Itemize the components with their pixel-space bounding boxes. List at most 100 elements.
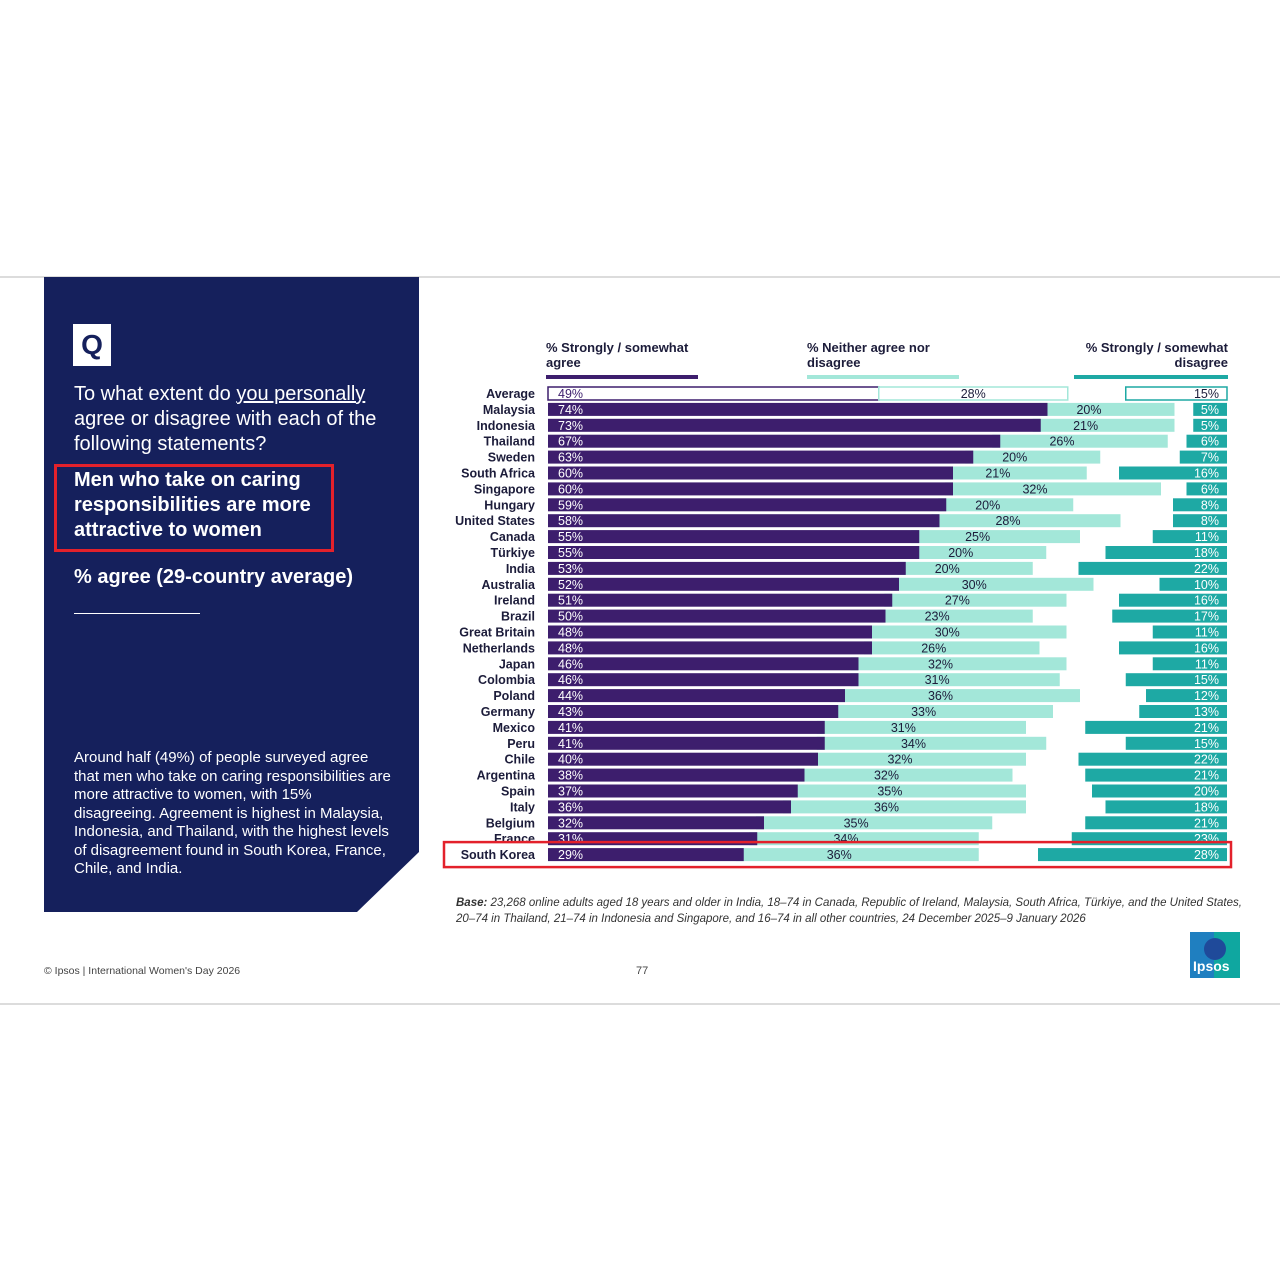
- bar-neither-mexico: [816, 720, 1026, 734]
- value-agree-spain: 37%: [558, 785, 583, 799]
- value-agree-south-korea: 29%: [558, 848, 583, 862]
- value-neither-south-africa: 21%: [985, 467, 1010, 481]
- country-label-hungary: Hungary: [484, 498, 535, 512]
- bottom-rule: [0, 1003, 1280, 1005]
- value-agree-t-rkiye: 55%: [558, 546, 583, 560]
- bar-agree-colombia: [548, 673, 859, 687]
- bar-agree-mexico: [548, 720, 825, 734]
- statement-text: Men who take on caring responsibilities …: [74, 469, 311, 541]
- bar-disagree-average: [1125, 386, 1228, 401]
- value-disagree-hungary: 8%: [1201, 498, 1219, 512]
- bar-agree-peru: [548, 736, 825, 750]
- bar-agree-netherlands: [548, 641, 872, 655]
- value-agree-mexico: 41%: [558, 721, 583, 735]
- value-disagree-brazil: 17%: [1194, 610, 1219, 624]
- value-agree-singapore: 60%: [558, 482, 583, 496]
- bar-neither-south-korea: [735, 848, 979, 862]
- value-agree-italy: 36%: [558, 800, 583, 814]
- bar-agree-united-states: [548, 514, 940, 528]
- country-label-south-korea: South Korea: [461, 848, 536, 862]
- country-label-brazil: Brazil: [501, 610, 535, 624]
- value-disagree-spain: 20%: [1194, 785, 1219, 799]
- bar-neither-thailand: [992, 434, 1168, 448]
- header-agree-label: % Strongly / somewhat agree: [546, 340, 689, 370]
- value-disagree-belgium: 21%: [1194, 816, 1219, 830]
- value-disagree-italy: 18%: [1194, 800, 1219, 814]
- value-agree-united-states: 58%: [558, 514, 583, 528]
- value-disagree-colombia: 15%: [1194, 673, 1219, 687]
- value-neither-germany: 33%: [911, 705, 936, 719]
- bar-neither-united-states: [931, 514, 1121, 528]
- value-neither-singapore: 32%: [1022, 482, 1047, 496]
- value-disagree-japan: 11%: [1195, 657, 1219, 671]
- header-agree-bar: [546, 375, 698, 379]
- base-text: 23,268 online adults aged 18 years and o…: [456, 897, 1242, 925]
- country-label-sweden: Sweden: [488, 451, 535, 465]
- bar-agree-spain: [548, 784, 798, 798]
- value-disagree-india: 22%: [1194, 562, 1219, 576]
- value-disagree-chile: 22%: [1194, 753, 1219, 767]
- bar-neither-australia: [891, 577, 1094, 591]
- bar-neither-sweden: [965, 450, 1101, 464]
- country-label-argentina: Argentina: [477, 769, 536, 783]
- value-agree-australia: 52%: [558, 578, 583, 592]
- country-label-india: India: [506, 562, 536, 576]
- bar-disagree-spain: [1092, 784, 1227, 798]
- value-neither-ireland: 27%: [945, 594, 970, 608]
- bar-agree-indonesia: [548, 418, 1041, 432]
- value-agree-peru: 41%: [558, 737, 583, 751]
- bar-disagree-united-states: [1173, 514, 1227, 528]
- header-disagree: % Strongly / somewhat disagree: [1060, 340, 1228, 370]
- value-neither-italy: 36%: [874, 800, 899, 814]
- value-disagree-argentina: 21%: [1194, 769, 1219, 783]
- bar-agree-average: [547, 386, 880, 401]
- value-neither-netherlands: 26%: [921, 641, 946, 655]
- bar-disagree-south-africa: [1119, 466, 1227, 480]
- header-disagree-label: % Strongly / somewhat disagree: [1085, 340, 1228, 370]
- value-agree-poland: 44%: [558, 689, 583, 703]
- value-agree-malaysia: 74%: [558, 403, 583, 417]
- q-badge-icon: Q: [73, 324, 111, 366]
- value-agree-indonesia: 73%: [558, 419, 583, 433]
- value-neither-australia: 30%: [962, 578, 987, 592]
- value-disagree-singapore: 6%: [1201, 482, 1219, 496]
- value-agree-thailand: 67%: [558, 435, 583, 449]
- panel-background: [44, 277, 419, 912]
- bar-disagree-mexico: [1085, 720, 1227, 734]
- bar-agree-brazil: [548, 609, 886, 623]
- value-neither-south-korea: 36%: [827, 848, 852, 862]
- value-neither-sweden: 20%: [1002, 451, 1027, 465]
- bar-agree-italy: [548, 800, 791, 814]
- bar-disagree-great-britain: [1152, 625, 1227, 639]
- bar-neither-great-britain: [864, 625, 1067, 639]
- header-neither-bar: [807, 375, 959, 379]
- question-suffix: agree or disagree with each of the follo…: [74, 408, 377, 455]
- value-neither-india: 20%: [935, 562, 960, 576]
- country-label-france: France: [494, 832, 535, 846]
- bar-neither-argentina: [796, 768, 1013, 782]
- country-label-japan: Japan: [499, 657, 535, 671]
- header-disagree-bar: [1074, 375, 1228, 379]
- bar-disagree-thailand: [1186, 434, 1227, 448]
- value-disagree-netherlands: 16%: [1194, 641, 1219, 655]
- bar-neither-malaysia: [1039, 402, 1175, 416]
- value-neither-belgium: 35%: [844, 816, 869, 830]
- bar-neither-italy: [783, 800, 1026, 814]
- country-label-singapore: Singapore: [474, 482, 535, 496]
- value-neither-malaysia: 20%: [1076, 403, 1101, 417]
- value-neither-indonesia: 21%: [1073, 419, 1098, 433]
- country-label-south-africa: South Africa: [461, 467, 536, 481]
- bar-agree-japan: [548, 657, 859, 671]
- value-agree-argentina: 38%: [558, 769, 583, 783]
- bar-agree-poland: [548, 689, 845, 703]
- bar-neither-japan: [850, 657, 1067, 671]
- summary-text: Around half (49%) of people surveyed agr…: [74, 749, 391, 877]
- value-agree-belgium: 32%: [558, 816, 583, 830]
- bar-agree-canada: [548, 530, 920, 544]
- bar-agree-singapore: [548, 482, 953, 496]
- value-disagree-mexico: 21%: [1194, 721, 1219, 735]
- value-disagree-poland: 12%: [1194, 689, 1219, 703]
- bar-disagree-india: [1078, 561, 1227, 575]
- value-neither-colombia: 31%: [925, 673, 950, 687]
- value-agree-average: 49%: [558, 387, 583, 401]
